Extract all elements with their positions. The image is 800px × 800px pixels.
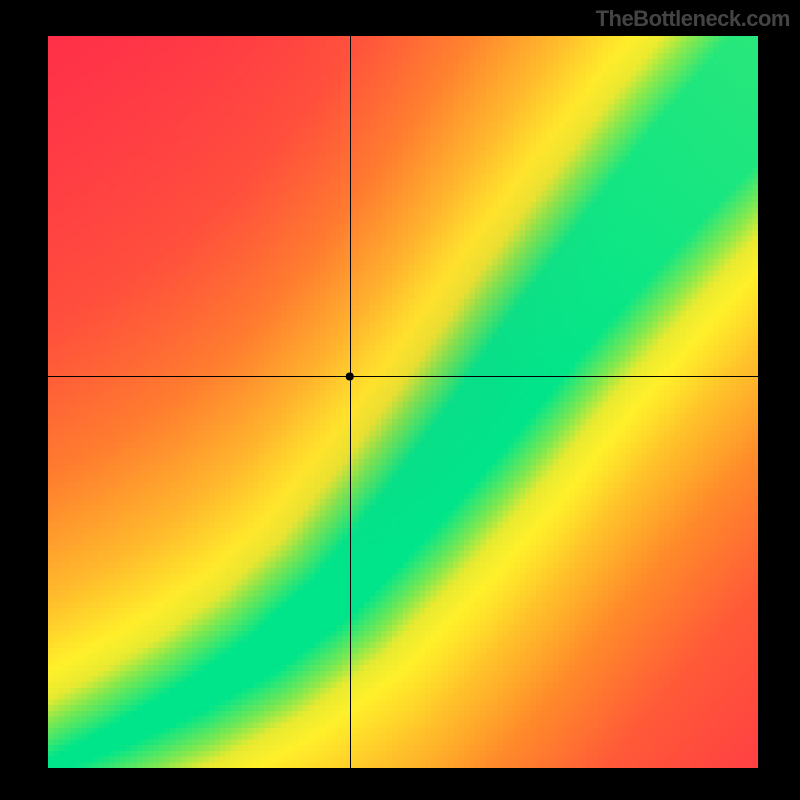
attribution-text: TheBottleneck.com: [596, 6, 790, 32]
crosshair-overlay: [48, 36, 758, 768]
plot-area: [48, 36, 758, 768]
root-container: TheBottleneck.com: [0, 0, 800, 800]
